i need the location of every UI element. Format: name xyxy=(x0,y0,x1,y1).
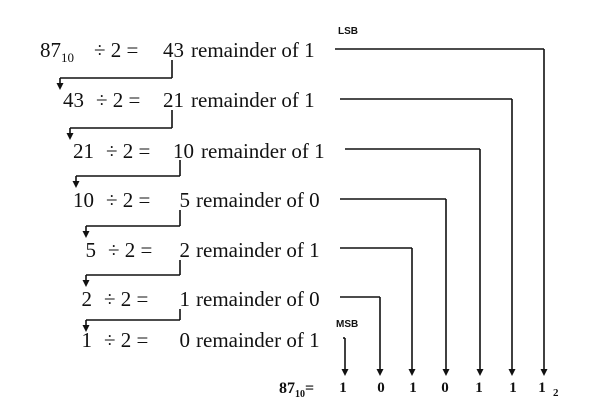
division-5: ÷ 2 = xyxy=(104,287,149,311)
quotient-2: 10 xyxy=(173,139,194,163)
division-1: ÷ 2 = xyxy=(96,88,141,112)
quotient-0: 43 xyxy=(163,38,184,62)
remainder-arrow-2 xyxy=(476,369,484,376)
division-4: ÷ 2 = xyxy=(108,238,153,262)
result-bit-6: 0 xyxy=(377,380,385,396)
quotient-6: 0 xyxy=(179,328,191,352)
feedback-arrow-1 xyxy=(66,133,74,140)
remainder-label-5: remainder of 0 xyxy=(196,287,320,311)
remainder-label-4: remainder of 1 xyxy=(196,238,320,262)
feedback-arrow-3 xyxy=(82,231,90,238)
remainder-label-2: remainder of 1 xyxy=(201,139,325,163)
dividend-4: 5 xyxy=(85,238,97,262)
dividend-6: 1 xyxy=(81,328,93,352)
remainder-label-6: remainder of 1 xyxy=(196,328,320,352)
remainder-arrow-0 xyxy=(540,369,548,376)
feedback-arrow-4 xyxy=(82,280,90,287)
result-bit-lsb: 1 xyxy=(538,380,546,396)
dividend-5: 2 xyxy=(81,287,93,311)
dividend-0: 8710 xyxy=(40,38,74,66)
remainder-arrow-1 xyxy=(508,369,516,376)
dividend-1: 43 xyxy=(63,88,84,112)
result-base: 2 xyxy=(553,387,559,399)
division-6: ÷ 2 = xyxy=(104,328,149,352)
division-0: ÷ 2 = xyxy=(94,38,139,62)
remainder-arrow-5 xyxy=(376,369,384,376)
remainder-arrow-4 xyxy=(408,369,416,376)
division-2: ÷ 2 = xyxy=(106,139,151,163)
feedback-arrow-5 xyxy=(82,325,90,332)
feedback-arrow-0 xyxy=(56,83,64,90)
result-bit-msb: 1 xyxy=(339,380,347,396)
result-lhs: 8710= xyxy=(279,380,315,401)
result-bit-4: 0 xyxy=(441,380,449,396)
result-bit-5: 1 xyxy=(409,380,417,396)
division-3: ÷ 2 = xyxy=(106,188,151,212)
dividend-2: 21 xyxy=(73,139,94,163)
remainder-label-1: remainder of 1 xyxy=(191,88,315,112)
quotient-5: 1 xyxy=(179,287,191,311)
remainder-label-3: remainder of 0 xyxy=(196,188,320,212)
feedback-arrow-2 xyxy=(72,181,80,188)
dividend-3: 10 xyxy=(73,188,94,212)
remainder-label-0: remainder of 1 xyxy=(191,38,315,62)
result-bit-2: 1 xyxy=(509,380,517,396)
quotient-3: 5 xyxy=(179,188,191,212)
result-bit-3: 1 xyxy=(475,380,483,396)
quotient-4: 2 xyxy=(179,238,191,262)
lsb-label: LSB xyxy=(338,26,358,37)
quotient-1: 21 xyxy=(163,88,184,112)
msb-label: MSB xyxy=(336,319,359,330)
remainder-arrow-3 xyxy=(442,369,450,376)
remainder-arrow-6 xyxy=(341,369,349,376)
